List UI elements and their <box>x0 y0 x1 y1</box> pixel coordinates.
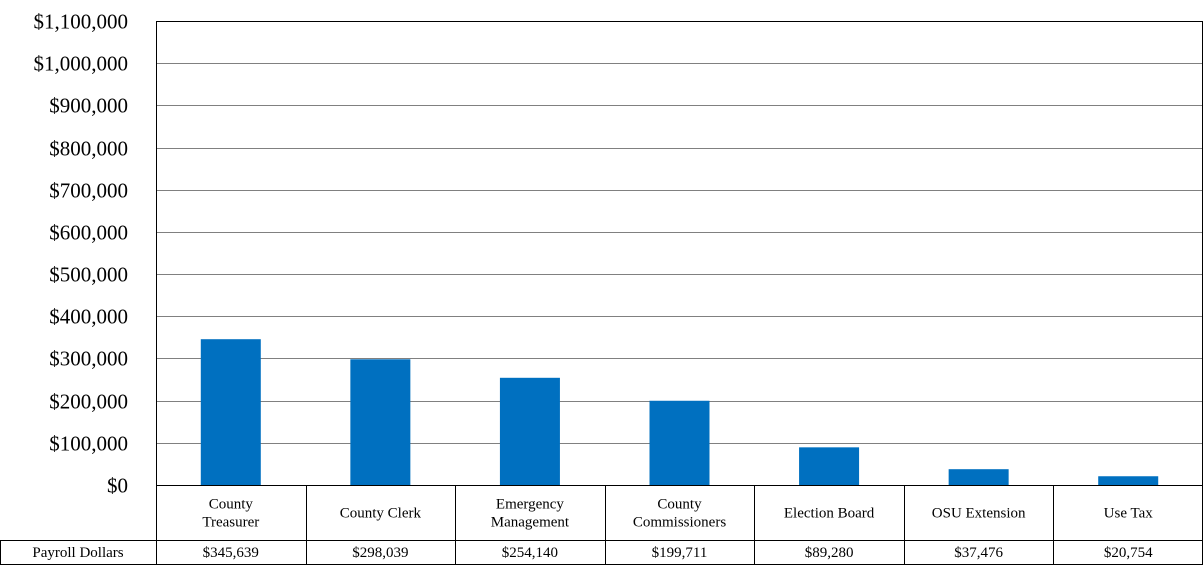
data-value-cell: $345,639 <box>203 545 259 561</box>
category-label: County <box>657 497 702 513</box>
data-value-cell: $89,280 <box>805 545 854 561</box>
category-label: Use Tax <box>1104 506 1154 522</box>
series-name-label: Payroll Dollars <box>32 545 123 561</box>
bar <box>649 400 710 485</box>
y-tick-label: $700,000 <box>49 179 128 203</box>
data-value-cell: $254,140 <box>502 545 558 561</box>
data-value-cell: $298,039 <box>352 545 408 561</box>
y-tick-label: $500,000 <box>49 263 128 287</box>
y-tick-label: $800,000 <box>49 137 128 161</box>
y-tick-label: $300,000 <box>49 347 128 371</box>
category-label: County <box>209 497 254 513</box>
data-value-cell: $37,476 <box>954 545 1003 561</box>
y-axis-tick-labels: $0 $100,000 $200,000 $300,000 $400,000 $500,0… <box>34 10 129 498</box>
y-tick-label: $100,000 <box>49 432 128 456</box>
bar <box>200 339 261 485</box>
category-label: OSU Extension <box>932 506 1026 522</box>
y-tick-label: $1,000,000 <box>34 52 129 76</box>
bar <box>1098 476 1159 485</box>
bar <box>799 447 860 485</box>
bars <box>200 339 1159 485</box>
data-value-cell: $199,711 <box>652 545 708 561</box>
category-label: Commissioners <box>633 515 727 531</box>
y-tick-label: $1,100,000 <box>34 10 129 34</box>
data-value-cell: $20,754 <box>1104 545 1153 561</box>
y-tick-label: $400,000 <box>49 305 128 329</box>
bar <box>948 469 1009 485</box>
bar <box>499 377 560 485</box>
category-label: Management <box>491 515 570 531</box>
y-tick-label: $600,000 <box>49 221 128 245</box>
bar <box>350 359 411 485</box>
category-label: Treasurer <box>202 515 259 531</box>
category-label: County Clerk <box>340 506 422 522</box>
y-tick-label: $900,000 <box>49 94 128 118</box>
data-table: County Treasurer County Clerk Emergency Mana… <box>0 485 1203 565</box>
category-label: Election Board <box>784 506 875 522</box>
y-tick-label: $0 <box>107 474 128 498</box>
gridlines <box>156 21 1203 564</box>
category-label: Emergency <box>496 497 565 513</box>
y-tick-label: $200,000 <box>49 390 128 414</box>
